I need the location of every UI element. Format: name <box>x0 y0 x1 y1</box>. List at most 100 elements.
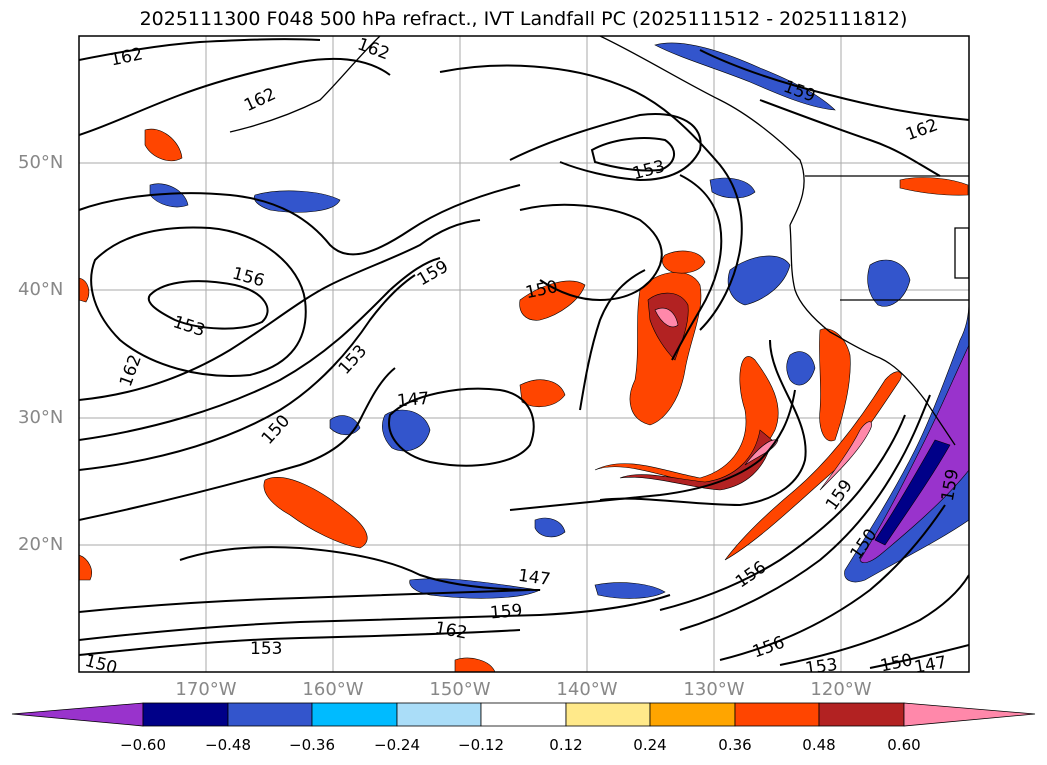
contour-line <box>79 367 396 521</box>
contour-line <box>679 394 931 631</box>
colorbar-tick-label: 0.12 <box>549 736 583 754</box>
contour-line <box>869 644 969 669</box>
contour-line <box>719 504 946 661</box>
colorbar-segment <box>649 702 736 727</box>
negative-blob <box>654 42 836 111</box>
positive-blob <box>79 554 92 581</box>
contour-label: 159 <box>489 601 523 624</box>
contour-label: 147 <box>913 653 948 678</box>
contour-label: 150 <box>83 651 120 679</box>
lat-label: 50°N <box>18 152 64 173</box>
colorbar-segment <box>142 702 229 727</box>
contour-line <box>79 629 521 656</box>
colorbar <box>11 702 1036 727</box>
negative-blob <box>594 582 666 599</box>
contour-line <box>699 49 969 121</box>
positive-blob <box>79 277 90 303</box>
positive-anomaly-areas <box>79 128 969 672</box>
negative-blob <box>786 351 816 386</box>
contour-line <box>671 174 723 361</box>
colorbar-segment <box>227 702 313 727</box>
coastline <box>789 224 881 359</box>
contour-line <box>79 257 441 441</box>
coastline <box>954 227 969 279</box>
contour-label: 150 <box>879 650 915 676</box>
colorbar-segment <box>311 702 398 727</box>
refractivity-contours <box>79 38 969 669</box>
colorbar-tick-label: 0.60 <box>887 736 921 754</box>
positive-blob <box>819 421 872 491</box>
positive-blob <box>662 250 706 274</box>
contour-line <box>90 226 307 377</box>
contour-line <box>79 589 531 613</box>
colorbar-segment <box>565 702 651 727</box>
colorbar-tick-label: −0.12 <box>458 736 504 754</box>
map-title: 2025111300 F048 500 hPa refract., IVT La… <box>139 8 908 30</box>
colorbar-extend-low <box>11 702 144 727</box>
contour-label: 153 <box>250 639 282 659</box>
contour-label: 147 <box>517 566 552 590</box>
positive-blob <box>654 307 679 328</box>
negative-blob <box>844 299 969 583</box>
contour-line <box>388 387 535 467</box>
contour-line <box>659 414 906 611</box>
lat-label: 20°N <box>18 534 64 555</box>
map-plot-area: 162 162 162 162 156 153 162 159 153 159 … <box>79 36 969 679</box>
lat-label: 30°N <box>18 407 64 428</box>
map-frame <box>78 35 970 673</box>
colorbar-tick-label: −0.36 <box>289 736 335 754</box>
contour-line <box>779 574 969 666</box>
positive-blob <box>744 439 779 466</box>
colorbar-tick-label: −0.60 <box>120 736 166 754</box>
contour-line <box>79 184 521 256</box>
negative-blob <box>727 255 791 306</box>
positive-blob <box>519 379 566 408</box>
contour-line <box>79 219 481 401</box>
negative-blob <box>253 190 341 213</box>
coastline <box>229 36 381 133</box>
contour-line <box>509 113 702 182</box>
positive-blob <box>454 657 496 672</box>
lon-label: 170°W <box>175 679 237 700</box>
colorbar-tick-label: 0.36 <box>718 736 752 754</box>
coastline <box>879 357 956 446</box>
colorbar-tick-label: 0.48 <box>802 736 836 754</box>
lon-label: 120°W <box>810 679 872 700</box>
lon-label: 130°W <box>683 679 745 700</box>
graticule <box>79 36 969 672</box>
positive-blob <box>144 128 183 162</box>
coastline <box>599 36 805 226</box>
contour-line <box>79 274 416 471</box>
contour-label: 153 <box>804 655 839 679</box>
positive-blob <box>724 371 902 561</box>
contour-line <box>759 99 941 177</box>
colorbar-tick-label: −0.24 <box>374 736 420 754</box>
contour-line <box>599 339 807 507</box>
colorbar-extend-high <box>903 702 1036 727</box>
positive-blob <box>263 477 368 549</box>
negative-blob <box>149 183 189 208</box>
contour-line <box>439 64 743 331</box>
lon-label: 160°W <box>302 679 364 700</box>
colorbar-tick-label: 0.24 <box>633 736 667 754</box>
lon-label: 150°W <box>429 679 491 700</box>
colorbar-segment <box>480 702 567 727</box>
positive-blob <box>519 280 586 321</box>
negative-blob <box>534 517 566 538</box>
negative-blob <box>329 415 361 436</box>
contour-line <box>519 203 663 302</box>
contour-line <box>147 280 269 330</box>
contour-line <box>509 389 796 511</box>
contour-line <box>590 137 675 172</box>
colorbar-segment <box>396 702 482 727</box>
colorbar-tick-label: −0.48 <box>205 736 251 754</box>
lat-label: 40°N <box>18 279 64 300</box>
contour-line <box>179 546 541 591</box>
coastlines <box>229 36 969 446</box>
contour-label: 147 <box>396 389 430 412</box>
colorbar-segment <box>734 702 820 727</box>
lon-label: 140°W <box>556 679 618 700</box>
positive-blob <box>899 177 969 196</box>
contour-line <box>79 38 321 61</box>
